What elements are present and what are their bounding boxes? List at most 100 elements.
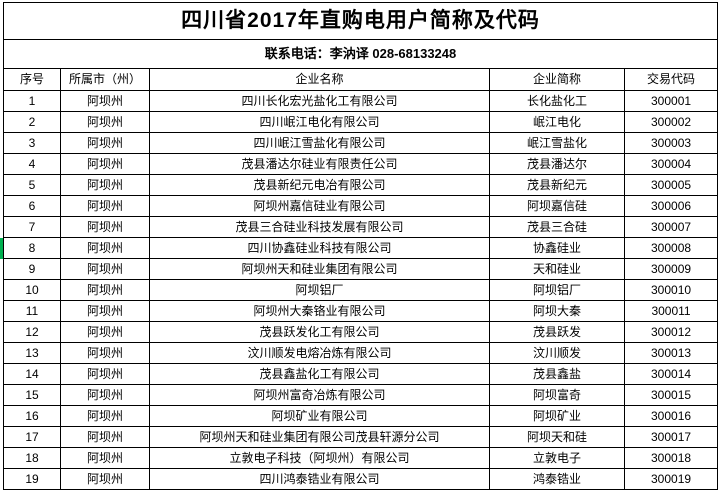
cell-city[interactable]: 阿坝州 xyxy=(60,90,150,112)
cell-city[interactable]: 阿坝州 xyxy=(60,321,150,343)
cell-city[interactable]: 阿坝州 xyxy=(60,426,150,448)
cell-code[interactable]: 300007 xyxy=(623,216,719,238)
cell-city[interactable]: 阿坝州 xyxy=(60,237,150,259)
cell-seq[interactable]: 19 xyxy=(3,468,61,490)
cell-company[interactable]: 茂县跃发化工有限公司 xyxy=(149,321,490,343)
cell-company[interactable]: 阿坝州天和硅业集团有限公司 xyxy=(149,258,490,280)
cell-code[interactable]: 300015 xyxy=(623,384,719,406)
cell-abbr[interactable]: 阿坝大秦 xyxy=(489,300,625,322)
cell-seq[interactable]: 6 xyxy=(3,195,61,217)
cell-city[interactable]: 阿坝州 xyxy=(60,216,150,238)
cell-seq[interactable]: 7 xyxy=(3,216,61,238)
cell-code[interactable]: 300005 xyxy=(623,174,719,196)
cell-company[interactable]: 四川鸿泰锆业有限公司 xyxy=(149,468,490,490)
cell-code[interactable]: 300001 xyxy=(623,90,719,112)
cell-code[interactable]: 300011 xyxy=(623,300,719,322)
cell-abbr[interactable]: 岷江电化 xyxy=(489,111,625,133)
cell-abbr[interactable]: 立敦电子 xyxy=(489,447,625,469)
cell-city[interactable]: 阿坝州 xyxy=(60,363,150,385)
column-header-code[interactable]: 交易代码 xyxy=(623,68,719,91)
cell-abbr[interactable]: 协鑫硅业 xyxy=(489,237,625,259)
cell-seq[interactable]: 2 xyxy=(3,111,61,133)
cell-seq[interactable]: 14 xyxy=(3,363,61,385)
cell-company[interactable]: 四川长化宏光盐化工有限公司 xyxy=(149,90,490,112)
cell-city[interactable]: 阿坝州 xyxy=(60,174,150,196)
cell-abbr[interactable]: 阿坝富奇 xyxy=(489,384,625,406)
cell-seq[interactable]: 18 xyxy=(3,447,61,469)
cell-code[interactable]: 300004 xyxy=(623,153,719,175)
cell-seq[interactable]: 1 xyxy=(3,90,61,112)
cell-company[interactable]: 立敦电子科技（阿坝州）有限公司 xyxy=(149,447,490,469)
cell-abbr[interactable]: 茂县跃发 xyxy=(489,321,625,343)
cell-code[interactable]: 300012 xyxy=(623,321,719,343)
cell-seq[interactable]: 13 xyxy=(3,342,61,364)
cell-seq[interactable]: 17 xyxy=(3,426,61,448)
cell-code[interactable]: 300003 xyxy=(623,132,719,154)
cell-code[interactable]: 300008 xyxy=(623,237,719,259)
cell-seq[interactable]: 4 xyxy=(3,153,61,175)
cell-code[interactable]: 300018 xyxy=(623,447,719,469)
cell-company[interactable]: 阿坝州大秦铬业有限公司 xyxy=(149,300,490,322)
cell-seq[interactable]: 12 xyxy=(3,321,61,343)
cell-seq[interactable]: 9 xyxy=(3,258,61,280)
cell-city[interactable]: 阿坝州 xyxy=(60,111,150,133)
cell-abbr[interactable]: 天和硅业 xyxy=(489,258,625,280)
column-header-city[interactable]: 所属市（州） xyxy=(60,68,150,91)
cell-city[interactable]: 阿坝州 xyxy=(60,258,150,280)
cell-city[interactable]: 阿坝州 xyxy=(60,447,150,469)
cell-seq[interactable]: 5 xyxy=(3,174,61,196)
cell-code[interactable]: 300010 xyxy=(623,279,719,301)
cell-seq[interactable]: 10 xyxy=(3,279,61,301)
cell-company[interactable]: 阿坝铝厂 xyxy=(149,279,490,301)
cell-city[interactable]: 阿坝州 xyxy=(60,384,150,406)
cell-abbr[interactable]: 阿坝铝厂 xyxy=(489,279,625,301)
cell-seq[interactable]: 8 xyxy=(3,237,61,259)
cell-seq[interactable]: 16 xyxy=(3,405,61,427)
cell-code[interactable]: 300019 xyxy=(623,468,719,490)
cell-code[interactable]: 300006 xyxy=(623,195,719,217)
cell-company[interactable]: 茂县新纪元电冶有限公司 xyxy=(149,174,490,196)
cell-company[interactable]: 阿坝矿业有限公司 xyxy=(149,405,490,427)
cell-code[interactable]: 300017 xyxy=(623,426,719,448)
cell-city[interactable]: 阿坝州 xyxy=(60,153,150,175)
cell-city[interactable]: 阿坝州 xyxy=(60,405,150,427)
cell-code[interactable]: 300009 xyxy=(623,258,719,280)
cell-seq[interactable]: 3 xyxy=(3,132,61,154)
cell-abbr[interactable]: 阿坝天和硅 xyxy=(489,426,625,448)
cell-abbr[interactable]: 长化盐化工 xyxy=(489,90,625,112)
cell-city[interactable]: 阿坝州 xyxy=(60,468,150,490)
cell-abbr[interactable]: 岷江雪盐化 xyxy=(489,132,625,154)
cell-company[interactable]: 四川岷江电化有限公司 xyxy=(149,111,490,133)
cell-city[interactable]: 阿坝州 xyxy=(60,300,150,322)
cell-company[interactable]: 茂县鑫盐化工有限公司 xyxy=(149,363,490,385)
cell-seq[interactable]: 11 xyxy=(3,300,61,322)
cell-abbr[interactable]: 茂县新纪元 xyxy=(489,174,625,196)
cell-seq[interactable]: 15 xyxy=(3,384,61,406)
cell-city[interactable]: 阿坝州 xyxy=(60,342,150,364)
cell-abbr[interactable]: 汶川顺发 xyxy=(489,342,625,364)
cell-abbr[interactable]: 茂县鑫盐 xyxy=(489,363,625,385)
column-header-abbr[interactable]: 企业简称 xyxy=(489,68,625,91)
cell-code[interactable]: 300014 xyxy=(623,363,719,385)
cell-city[interactable]: 阿坝州 xyxy=(60,132,150,154)
cell-company[interactable]: 四川协鑫硅业科技有限公司 xyxy=(149,237,490,259)
column-header-company[interactable]: 企业名称 xyxy=(149,68,490,91)
column-header-seq[interactable]: 序号 xyxy=(3,68,61,91)
cell-company[interactable]: 汶川顺发电熔冶炼有限公司 xyxy=(149,342,490,364)
cell-abbr[interactable]: 阿坝嘉信硅 xyxy=(489,195,625,217)
cell-company[interactable]: 阿坝州天和硅业集团有限公司茂县轩源分公司 xyxy=(149,426,490,448)
cell-abbr[interactable]: 茂县三合硅 xyxy=(489,216,625,238)
cell-company[interactable]: 阿坝州嘉信硅业有限公司 xyxy=(149,195,490,217)
cell-company[interactable]: 茂县潘达尔硅业有限责任公司 xyxy=(149,153,490,175)
cell-abbr[interactable]: 茂县潘达尔 xyxy=(489,153,625,175)
cell-code[interactable]: 300013 xyxy=(623,342,719,364)
cell-abbr[interactable]: 阿坝矿业 xyxy=(489,405,625,427)
cell-code[interactable]: 300002 xyxy=(623,111,719,133)
cell-city[interactable]: 阿坝州 xyxy=(60,279,150,301)
cell-code[interactable]: 300016 xyxy=(623,405,719,427)
cell-company[interactable]: 茂县三合硅业科技发展有限公司 xyxy=(149,216,490,238)
cell-company[interactable]: 阿坝州富奇冶炼有限公司 xyxy=(149,384,490,406)
cell-abbr[interactable]: 鸿泰锆业 xyxy=(489,468,625,490)
cell-city[interactable]: 阿坝州 xyxy=(60,195,150,217)
cell-company[interactable]: 四川岷江雪盐化有限公司 xyxy=(149,132,490,154)
